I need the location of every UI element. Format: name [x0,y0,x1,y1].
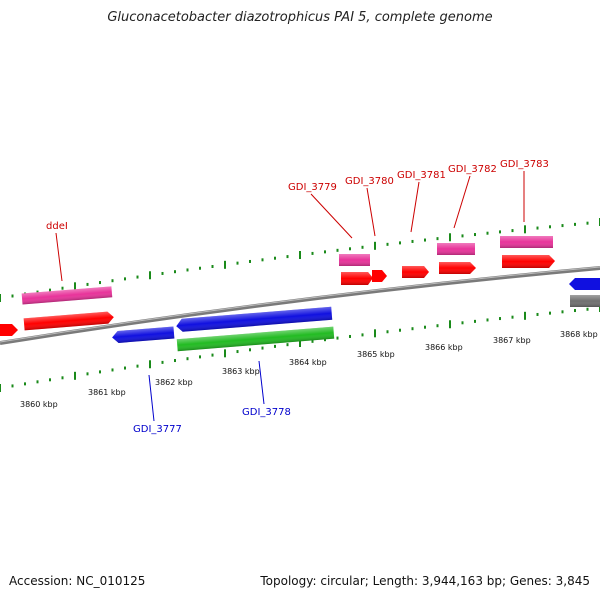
gene-red-gdi-3780[interactable] [372,270,387,282]
leader-line [55,232,63,282]
forward-gene-label[interactable]: ddeI [46,221,68,232]
forward-gene-label[interactable]: GDI_3780 [345,176,394,187]
scale-label: 3867 kbp [493,336,531,345]
leader-line [366,187,376,237]
scale-label: 3865 kbp [357,350,395,359]
reverse-gene-label[interactable]: GDI_3777 [133,424,182,435]
accession-text: Accession: NC_010125 [9,574,146,588]
gene-red-left-edge[interactable] [0,324,18,336]
scale-label: 3863 kbp [222,367,260,376]
map-title: Gluconacetobacter diazotrophicus PAI 5, … [107,10,493,25]
forward-gene-label[interactable]: GDI_3779 [288,182,337,193]
leader-line [148,374,155,422]
leader-line [410,181,420,233]
reverse-gene-label[interactable]: GDI_3778 [242,407,291,418]
scale-label: 3860 kbp [20,400,58,409]
scale-label: 3866 kbp [425,343,463,352]
gene-blue-right-edge[interactable] [569,278,600,290]
upper-tick-track [0,218,600,302]
forward-gene-label[interactable]: GDI_3781 [397,170,446,181]
scale-label: 3864 kbp [289,358,327,367]
scale-label: 3861 kbp [88,388,126,397]
genome-backbone-highlight [0,266,600,343]
genome-backbone [0,266,600,345]
leader-line [453,175,471,229]
scale-label: 3862 kbp [155,378,193,387]
leader-line [310,193,353,239]
forward-gene-label[interactable]: GDI_3783 [500,159,549,170]
forward-gene-label[interactable]: GDI_3782 [448,164,497,175]
leader-line [258,360,265,405]
gene-label-leaders [55,171,525,422]
genome-summary-text: Topology: circular; Length: 3,944,163 bp… [260,574,590,588]
lower-tick-track [0,304,600,392]
scale-label: 3868 kbp [560,330,598,339]
